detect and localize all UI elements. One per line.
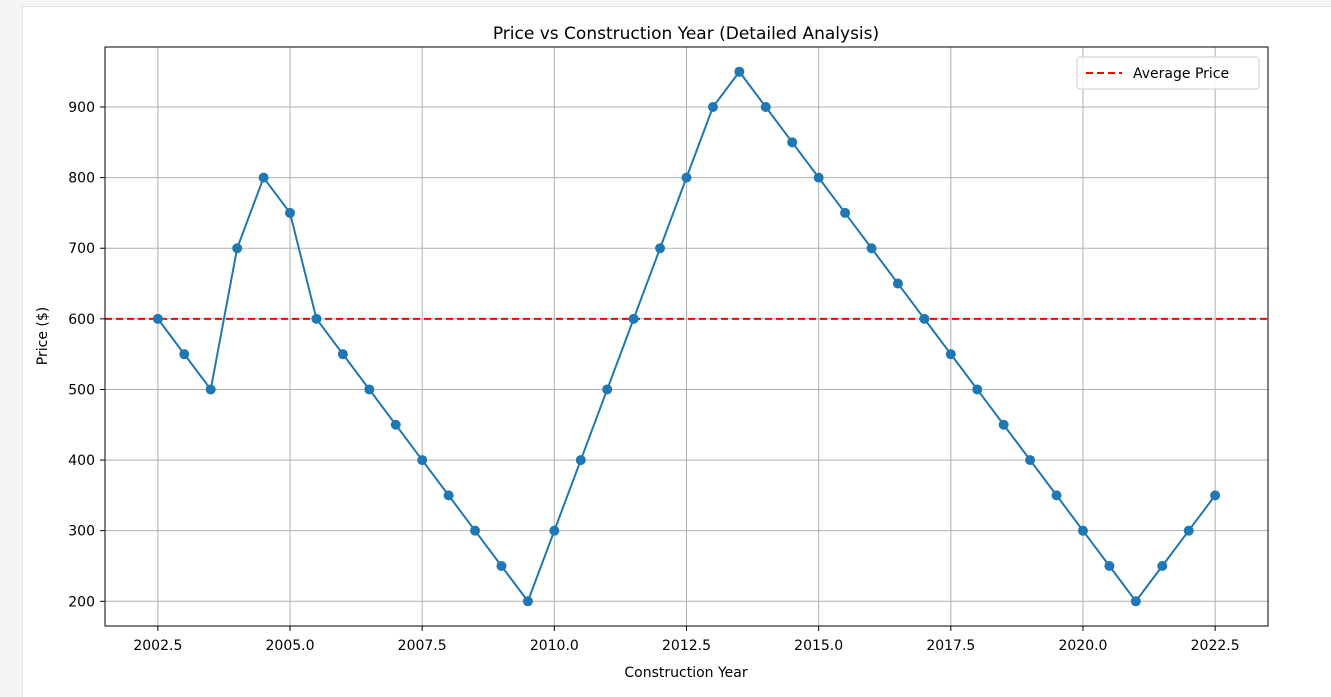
price-point (1025, 455, 1036, 466)
x-tick-label: 2002.5 (133, 638, 182, 654)
price-point (919, 313, 930, 324)
grid (105, 47, 1268, 626)
price-point (152, 313, 163, 324)
price-point (232, 243, 243, 254)
y-axis-label: Price ($) (35, 307, 51, 365)
price-point (470, 525, 481, 536)
price-point (1183, 525, 1194, 536)
x-tick-label: 2005.0 (266, 638, 315, 654)
y-tick-label: 800 (68, 171, 95, 187)
x-tick-label: 2010.0 (530, 638, 579, 654)
x-axis-label: Construction Year (624, 665, 747, 681)
price-point (549, 525, 560, 536)
x-tick-label: 2017.5 (926, 638, 975, 654)
price-point (1051, 490, 1062, 501)
y-axis-ticks: 200 300 400 500 600 700 800 900 (68, 100, 105, 610)
x-tick-label: 2020.0 (1058, 638, 1107, 654)
price-point (840, 207, 851, 218)
price-point (655, 243, 666, 254)
x-axis-ticks: 2002.5 2005.0 2007.5 2010.0 2012.5 2015.0 2017… (133, 626, 1240, 654)
price-point (628, 313, 639, 324)
price-point (337, 349, 348, 360)
chart-title: Price vs Construction Year (Detailed Ana… (493, 24, 879, 44)
price-point (813, 172, 824, 183)
price-point (443, 490, 454, 501)
legend-label-average-price: Average Price (1133, 66, 1229, 82)
y-tick-label: 700 (68, 241, 95, 257)
price-point (1077, 525, 1088, 536)
price-point (892, 278, 903, 289)
y-tick-label: 200 (68, 594, 95, 610)
price-point (390, 419, 401, 430)
price-point (1157, 560, 1168, 571)
price-point (998, 419, 1009, 430)
notebook-cell-top (22, 0, 1331, 7)
x-tick-label: 2007.5 (398, 638, 447, 654)
price-point (575, 455, 586, 466)
price-point (522, 596, 533, 607)
price-point (972, 384, 983, 395)
price-point (364, 384, 375, 395)
y-tick-label: 900 (68, 100, 95, 116)
x-tick-label: 2022.5 (1191, 638, 1240, 654)
price-point (760, 102, 771, 113)
price-point (734, 66, 745, 77)
y-tick-label: 400 (68, 453, 95, 469)
price-point (707, 102, 718, 113)
price-point (1130, 596, 1141, 607)
price-point (602, 384, 613, 395)
price-point (285, 207, 296, 218)
price-point (417, 455, 428, 466)
price-point (787, 137, 798, 148)
price-point (1210, 490, 1221, 501)
legend-box (1076, 56, 1260, 90)
price-point (311, 313, 322, 324)
price-point (496, 560, 507, 571)
x-tick-label: 2012.5 (662, 638, 711, 654)
price-point (179, 349, 190, 360)
y-tick-label: 600 (68, 312, 95, 328)
y-tick-label: 500 (68, 382, 95, 398)
notebook-gutter (0, 0, 23, 697)
price-point (866, 243, 877, 254)
x-tick-label: 2015.0 (794, 638, 843, 654)
legend: Average Price (1076, 56, 1260, 90)
price-point (945, 349, 956, 360)
y-tick-label: 300 (68, 524, 95, 540)
price-point (258, 172, 269, 183)
price-point (1104, 560, 1115, 571)
price-point (681, 172, 692, 183)
price-point (205, 384, 216, 395)
data-series (152, 66, 1221, 607)
